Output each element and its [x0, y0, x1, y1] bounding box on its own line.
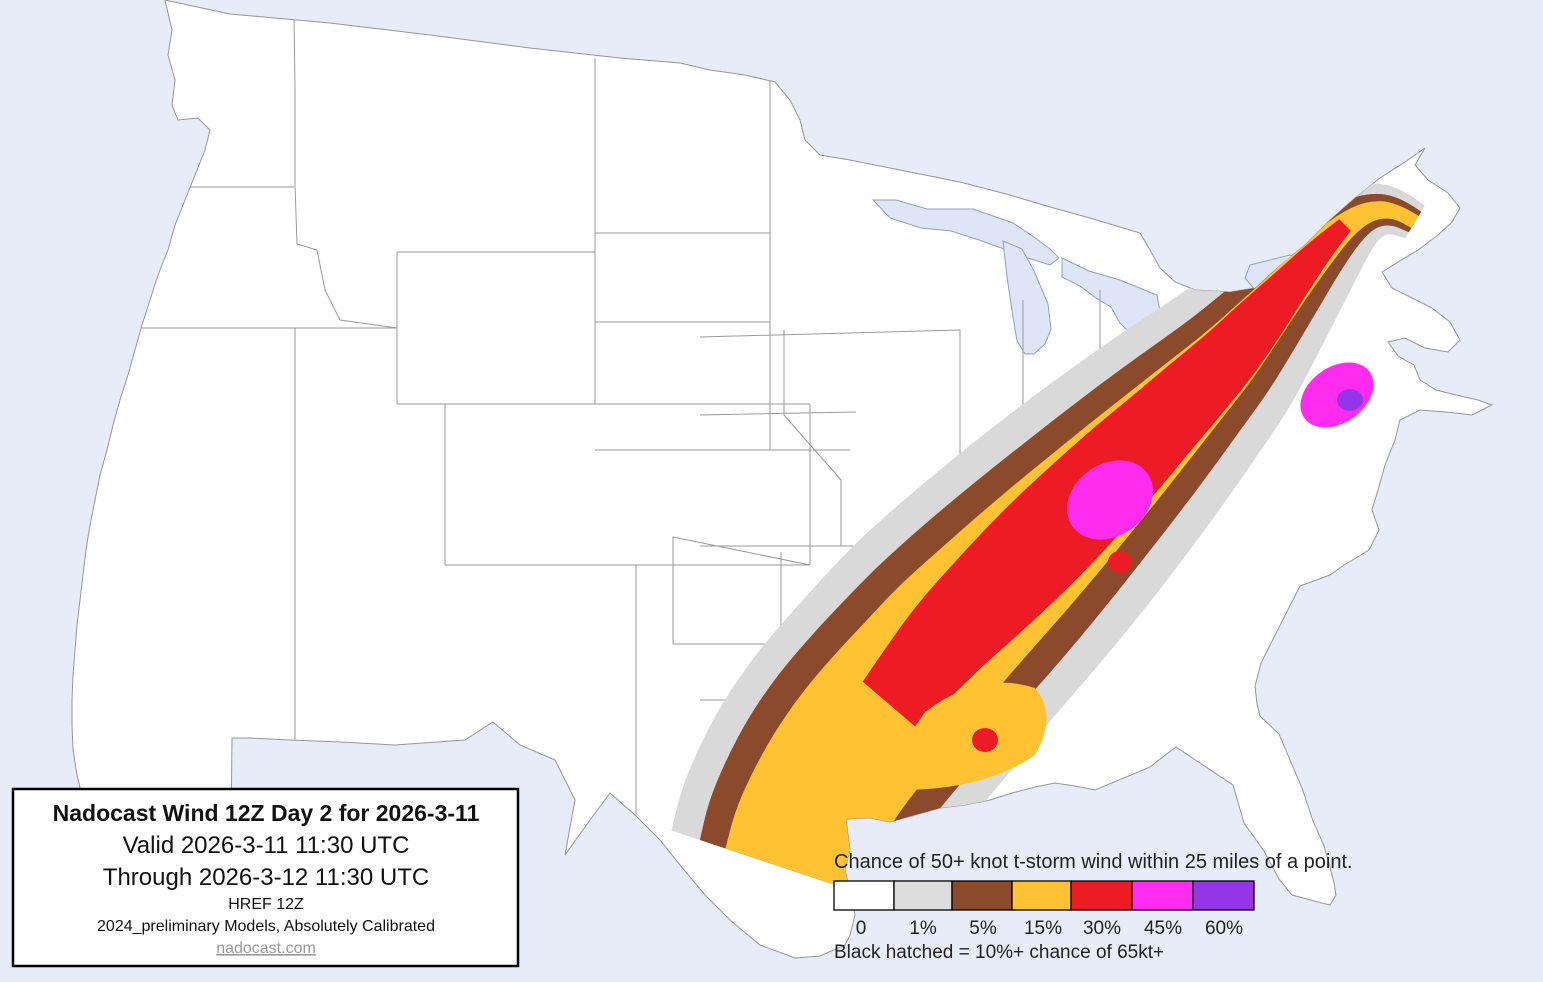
- svg-text:Black hatched = 10%+ chance of: Black hatched = 10%+ chance of 65kt+: [834, 942, 1164, 963]
- svg-text:Through 2026-3-12 11:30 UTC: Through 2026-3-12 11:30 UTC: [103, 864, 429, 891]
- svg-text:5%: 5%: [969, 918, 997, 939]
- svg-text:30%: 30%: [1083, 918, 1121, 939]
- svg-text:45%: 45%: [1144, 918, 1182, 939]
- svg-text:1%: 1%: [909, 918, 937, 939]
- svg-text:Valid 2026-3-11 11:30 UTC: Valid 2026-3-11 11:30 UTC: [123, 832, 410, 859]
- svg-text:HREF 12Z: HREF 12Z: [228, 896, 304, 913]
- svg-text:nadocast.com: nadocast.com: [216, 940, 316, 957]
- svg-text:15%: 15%: [1024, 918, 1062, 939]
- svg-text:60%: 60%: [1205, 918, 1243, 939]
- svg-text:Nadocast Wind 12Z Day 2 for 20: Nadocast Wind 12Z Day 2 for 2026-3-11: [53, 800, 480, 826]
- svg-text:2024_preliminary Models, Absol: 2024_preliminary Models, Absolutely Cali…: [97, 918, 435, 935]
- svg-text:Chance of 50+ knot t-storm win: Chance of 50+ knot t-storm wind within 2…: [834, 851, 1353, 873]
- svg-text:0: 0: [856, 918, 867, 939]
